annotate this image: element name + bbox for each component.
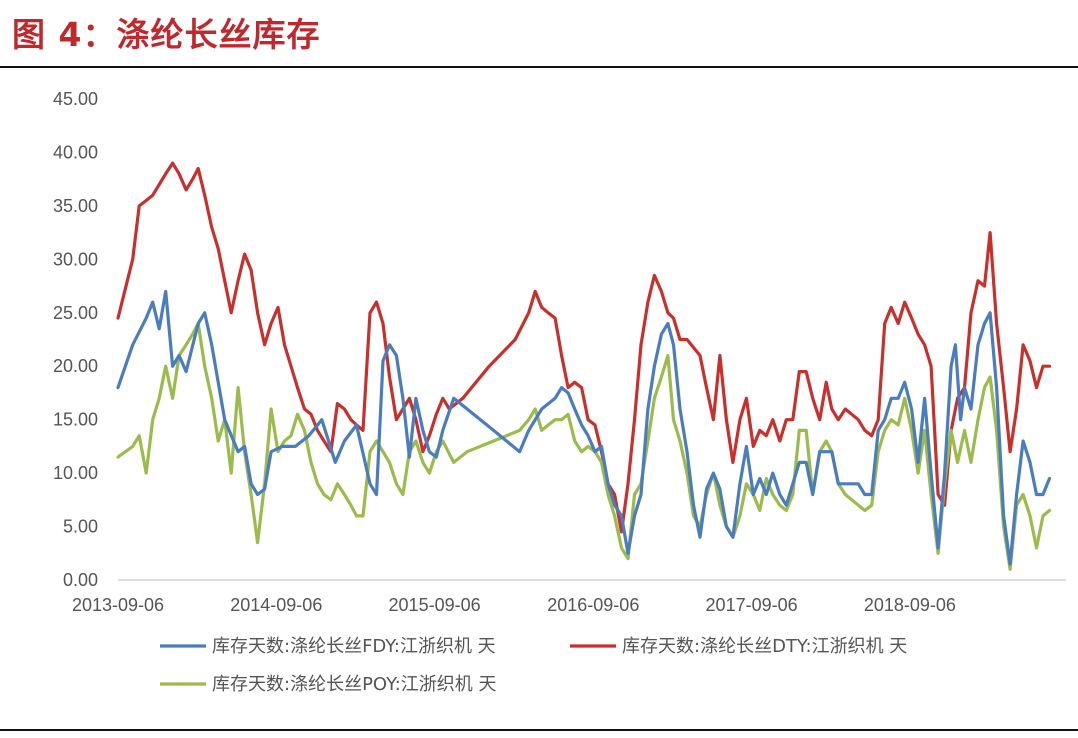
y-axis-ticks: 0.00 5.00 10.00 15.00 20.00 25.00 30.00 35.00 40…	[53, 89, 98, 590]
x-tick-label: 2013-09-06	[72, 595, 164, 615]
x-axis-ticks: 2013-09-06 2014-09-06 2015-09-06 2016-09-06…	[72, 595, 956, 615]
series-line-0	[116, 289, 1052, 566]
x-tick-label: 2018-09-06	[864, 595, 956, 615]
y-tick-label: 5.00	[63, 517, 98, 537]
bottom-rule	[0, 729, 1078, 731]
y-tick-label: 15.00	[53, 410, 98, 430]
y-tick-label: 35.00	[53, 196, 98, 216]
series-line-2	[116, 321, 1052, 571]
top-rule	[0, 66, 1078, 68]
y-tick-label: 30.00	[53, 249, 98, 269]
series-lines	[116, 161, 1052, 571]
x-tick-label: 2014-09-06	[230, 595, 322, 615]
x-tick-label: 2016-09-06	[547, 595, 639, 615]
legend-label: 库存天数:涤纶长丝POY:江浙织机 天	[212, 674, 497, 695]
y-tick-label: 40.00	[53, 142, 98, 162]
figure-title: 图 4：涤纶长丝库存	[12, 15, 321, 54]
legend-label: 库存天数:涤纶长丝DTY:江浙织机 天	[622, 636, 907, 657]
y-tick-label: 45.00	[53, 89, 98, 109]
y-tick-label: 0.00	[63, 570, 98, 590]
y-tick-label: 20.00	[53, 356, 98, 376]
series-line-1	[116, 161, 1052, 534]
legend: 库存天数:涤纶长丝FDY:江浙织机 天 库存天数:涤纶长丝DTY:江浙织机 天库存…	[160, 636, 907, 695]
legend-label: 库存天数:涤纶长丝FDY:江浙织机 天	[212, 636, 496, 657]
x-tick-label: 2017-09-06	[706, 595, 798, 615]
x-tick-label: 2015-09-06	[389, 595, 481, 615]
y-tick-label: 10.00	[53, 463, 98, 483]
y-tick-label: 25.00	[53, 303, 98, 323]
